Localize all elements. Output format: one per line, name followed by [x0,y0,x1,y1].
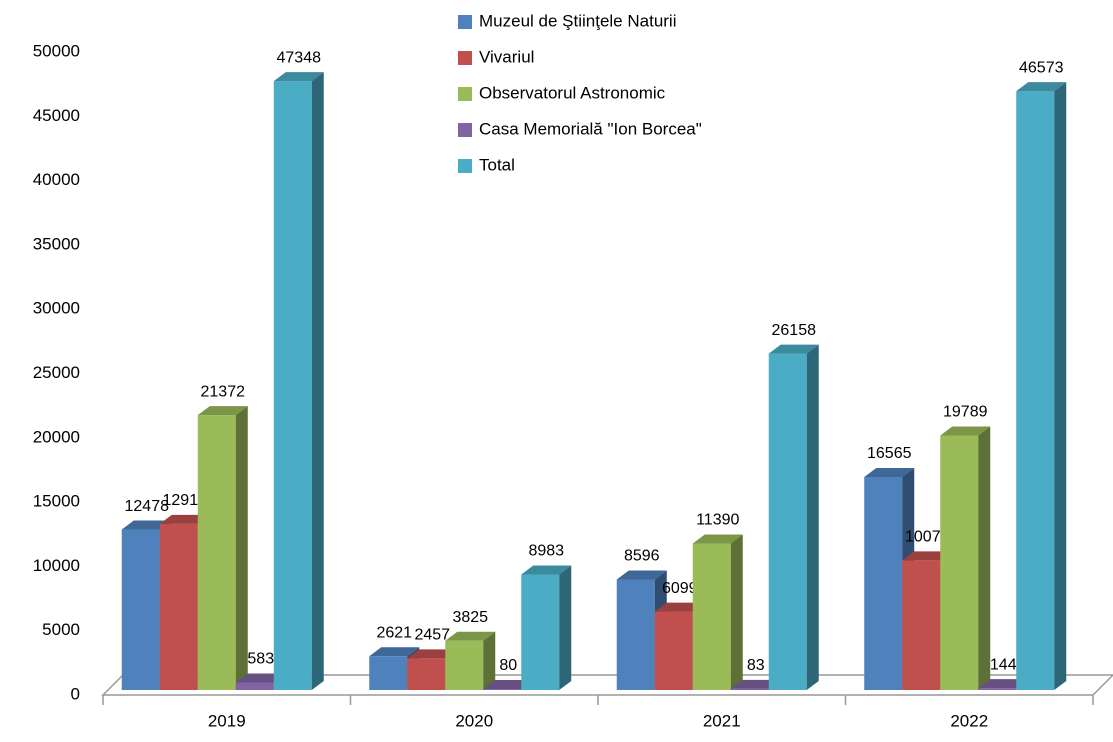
legend-swatch [458,51,472,65]
x-tick-label: 2019 [208,711,246,730]
legend-swatch [458,159,472,173]
y-tick-label: 35000 [33,234,80,253]
bar-top [864,467,915,477]
bar-top [616,570,667,580]
bar-front [768,353,807,690]
legend-swatch [458,87,472,101]
bar-top [978,679,1029,689]
y-tick-label: 20000 [33,427,80,446]
bar-front [483,688,522,690]
data-label: 11390 [696,512,739,529]
bar-top [273,72,324,82]
y-tick-label: 25000 [33,363,80,382]
bar-front [940,435,979,690]
data-label: 6099 [662,580,698,597]
bar-top [407,649,458,659]
bar-side [806,344,819,690]
legend-label: Observatorul Astronomic [479,83,666,102]
bar-front [692,543,731,690]
bar-front [730,688,769,690]
legend-label: Vivariul [479,47,534,66]
bar-top [521,565,572,575]
data-label: 10075 [905,529,950,546]
bar-side [1054,82,1067,690]
y-tick-label: 10000 [33,556,80,575]
bar-top [654,602,705,612]
data-label: 583 [247,651,274,668]
legend-swatch [458,15,472,29]
data-label: 2457 [414,627,450,644]
bar-top [159,514,210,524]
x-tick-label: 2021 [703,711,741,730]
floor [101,674,1113,696]
y-tick-label: 50000 [33,41,80,60]
legend-label: Muzeul de Ştiinţele Naturii [479,11,676,30]
bar-front [864,476,903,690]
data-label: 144 [990,656,1017,673]
x-tick-label: 2022 [950,711,988,730]
bar-top [369,647,420,657]
bar-side [730,534,743,690]
bar-front [616,579,655,690]
bar-top [692,534,743,544]
bar-front [197,415,236,690]
bar-front [1016,91,1055,690]
data-label: 47348 [277,49,322,66]
bar-front [121,529,160,690]
y-tick-label: 30000 [33,299,80,318]
data-label: 83 [747,657,765,674]
data-label: 19789 [943,404,988,421]
bar-front [654,611,693,690]
bar-side [235,406,248,690]
bar-top [730,679,781,689]
bar-top [121,520,172,530]
bar-front [445,640,484,690]
data-label: 26158 [772,322,817,339]
bar-side [483,631,496,690]
data-label: 8983 [528,543,564,560]
y-tick-label: 0 [71,684,80,703]
bar-front [369,656,408,690]
bar-top [235,673,286,683]
legend-label: Casa Memorială "Ion Borcea" [479,119,702,138]
bar-top [940,426,991,436]
data-label: 8596 [624,548,660,565]
bar-front [902,560,941,690]
data-label: 12915 [163,492,208,509]
bar-front [235,682,274,690]
y-tick-label: 15000 [33,492,80,511]
bar-top [197,406,248,416]
bar-top [445,631,496,641]
data-label: 12478 [125,498,170,515]
bar-top [483,679,534,689]
data-label: 3825 [452,609,488,626]
bar-front [521,574,560,690]
bar-side [311,72,324,690]
bar-front [407,658,446,690]
bar-front [159,523,198,690]
bar-side [559,565,572,690]
legend-label: Total [479,155,515,174]
data-label: 2621 [376,625,412,642]
bar-top [1016,82,1067,92]
bar-top [902,551,953,561]
data-label: 21372 [201,383,246,400]
bar-side [978,426,991,690]
data-label: 46573 [1019,59,1064,76]
legend-swatch [458,123,472,137]
data-label: 80 [499,657,517,674]
data-label: 16565 [867,445,912,462]
bar-front [273,81,312,690]
y-tick-label: 40000 [33,170,80,189]
x-tick-label: 2020 [455,711,493,730]
y-tick-label: 45000 [33,106,80,125]
bar-top [768,344,819,354]
y-tick-label: 5000 [42,620,80,639]
bar-front [978,688,1017,690]
